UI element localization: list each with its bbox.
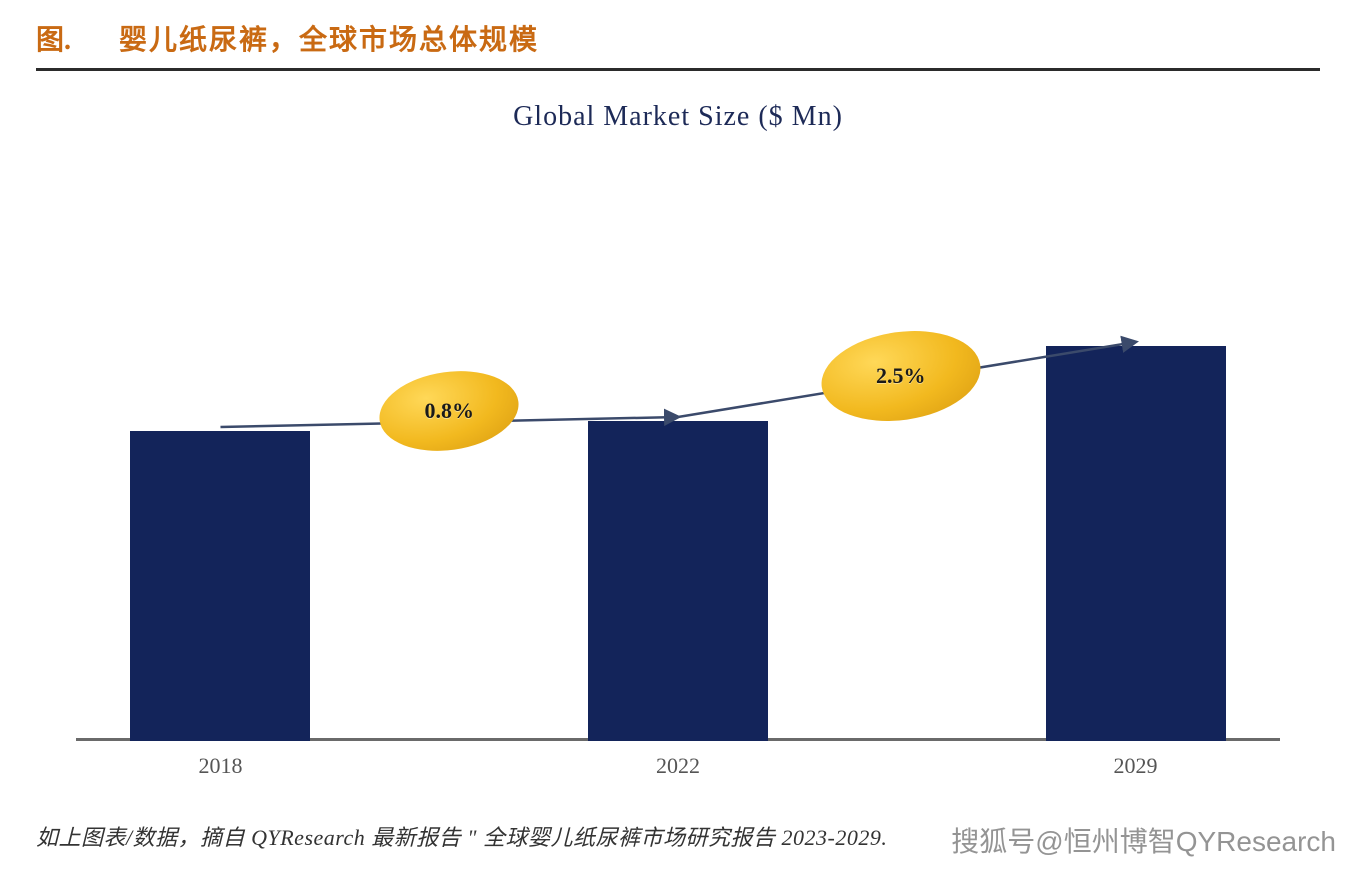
footer-caption: 如上图表/数据，摘自 QYResearch 最新报告 " 全球婴儿纸尿裤市场研究… [36, 820, 887, 852]
growth-bubble: 0.8% [379, 372, 519, 450]
figure-header: 图. 婴儿纸尿裤，全球市场总体规模 [36, 18, 1320, 66]
x-axis-label: 2029 [1114, 753, 1158, 779]
watermark: 搜狐号@恒州博智QYResearch [951, 820, 1336, 860]
page: 图. 婴儿纸尿裤，全球市场总体规模 Global Market Size ($ … [0, 0, 1356, 878]
chart-plot: 2018202220290.8%2.5% [76, 196, 1280, 741]
x-axis-label: 2018 [198, 753, 242, 779]
growth-rate-label: 0.8% [424, 398, 474, 424]
figure-title: 婴儿纸尿裤，全球市场总体规模 [119, 18, 539, 58]
growth-bubble: 2.5% [821, 332, 981, 420]
bar-2018 [130, 431, 310, 741]
chart-title: Global Market Size ($ Mn) [36, 101, 1320, 133]
growth-rate-label: 2.5% [876, 363, 926, 389]
x-axis-label: 2022 [656, 753, 700, 779]
header-rule [36, 68, 1320, 71]
chart-area: Global Market Size ($ Mn) 2018 2022 2029 0.… [36, 101, 1320, 781]
bar-2022 [588, 421, 768, 741]
figure-prefix: 图. [36, 18, 71, 58]
bar-2029 [1046, 346, 1226, 741]
